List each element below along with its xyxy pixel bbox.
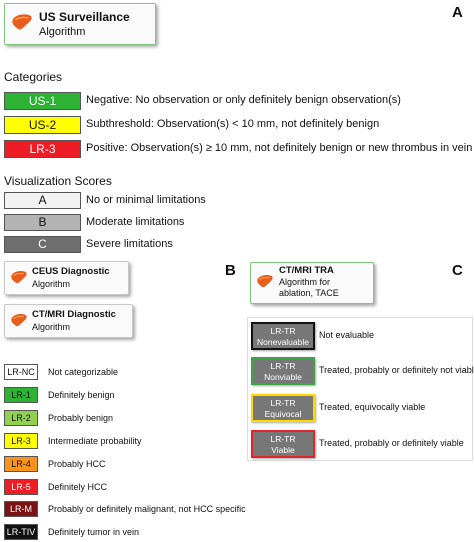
section-letter-b: B: [225, 262, 236, 279]
liver-icon: [11, 271, 27, 284]
lr-tr-sublabel: Nonevaluable: [257, 337, 309, 347]
lirads-swatch: LR-4: [4, 455, 38, 472]
tra-card-title: CT/MRI TRA: [279, 265, 334, 276]
lr-tr-description: Not evaluable: [319, 330, 375, 340]
lr-tr-box: LR-TR Viable: [251, 430, 315, 458]
us-card-title: US Surveillance: [39, 10, 130, 24]
visualization-description: Severe limitations: [86, 238, 173, 250]
ctmri-card-title: CT/MRI Diagnostic: [32, 309, 116, 320]
lr-tr-sublabel: Viable: [271, 445, 295, 455]
lr-tr-label: LR-TR: [270, 398, 296, 408]
lirads-description: Not categorizable: [48, 367, 119, 377]
ctmri-diagnostic-card: CT/MRI Diagnostic Algorithm: [4, 304, 133, 338]
lirads-description: Intermediate probability: [48, 435, 142, 446]
section-letter-a: A: [452, 4, 463, 21]
lirads-swatch: LR-3: [4, 432, 38, 449]
lirads-description: Definitely benign: [48, 389, 115, 400]
lirads-swatch: LR-2: [4, 409, 38, 426]
lr-tr-label: LR-TR: [270, 361, 296, 371]
category-swatch: LR-3: [4, 140, 81, 158]
tra-card-line2: Algorithm for: [279, 277, 331, 287]
lirads-swatch: LR-5: [4, 478, 38, 495]
category-swatch: US-1: [4, 92, 81, 110]
ctmri-tra-card: CT/MRI TRA Algorithm for ablation, TACE: [250, 262, 374, 304]
lirads-swatch: LR-1: [4, 386, 38, 403]
lirads-swatch: LR-TIV: [4, 524, 38, 541]
lr-tr-sublabel: Nonviable: [264, 372, 302, 382]
lr-tr-description: Treated, probably or definitely viable: [319, 438, 464, 448]
visualization-swatch: A: [4, 192, 81, 209]
us-card-subtitle: Algorithm: [39, 26, 86, 38]
category-description: Positive: Observation(s) ≥ 10 mm, not de…: [86, 142, 473, 154]
lirads-swatch: LR-M: [4, 501, 38, 518]
category-swatch: US-2: [4, 116, 81, 134]
lr-tr-box: LR-TR Equivocal: [251, 394, 315, 422]
liver-icon: [12, 14, 32, 30]
section-letter-c: C: [452, 262, 463, 279]
visualization-swatch: C: [4, 236, 81, 253]
liver-icon: [257, 275, 273, 288]
lr-tr-panel: [247, 317, 473, 461]
ceus-card-subtitle: Algorithm: [32, 279, 71, 289]
visualization-description: Moderate limitations: [86, 216, 185, 228]
visualization-heading: Visualization Scores: [4, 174, 112, 188]
lr-tr-sublabel: Equivocal: [264, 409, 302, 419]
ceus-card-title: CEUS Diagnostic: [32, 266, 110, 277]
lr-tr-description: Treated, equivocally viable: [319, 402, 426, 412]
lirads-description: Definitely tumor in vein: [48, 527, 140, 538]
visualization-swatch: B: [4, 214, 81, 231]
lirads-description: Probably HCC: [48, 458, 106, 469]
lirads-description: Probably or definitely malignant, not HC…: [48, 504, 246, 515]
lr-tr-box: LR-TR Nonviable: [251, 357, 315, 385]
lr-tr-box: LR-TR Nonevaluable: [251, 322, 315, 350]
lr-tr-description: Treated, probably or definitely not viab…: [319, 365, 474, 375]
category-description: Subthreshold: Observation(s) < 10 mm, no…: [86, 118, 380, 130]
tra-card-line3: ablation, TACE: [279, 288, 339, 298]
ceus-diagnostic-card: CEUS Diagnostic Algorithm: [4, 261, 129, 295]
us-surveillance-card: US Surveillance Algorithm: [4, 3, 156, 45]
lirads-description: Probably benign: [48, 412, 114, 423]
visualization-description: No or minimal limitations: [86, 194, 206, 206]
lirads-swatch: LR-NC: [4, 364, 38, 380]
lr-tr-label: LR-TR: [270, 434, 296, 444]
lirads-description: Definitely HCC: [48, 481, 108, 492]
category-description: Negative: No observation or only definit…: [86, 94, 401, 106]
ctmri-card-subtitle: Algorithm: [32, 322, 71, 332]
categories-heading: Categories: [4, 70, 63, 84]
lr-tr-label: LR-TR: [270, 326, 296, 336]
liver-icon: [11, 314, 27, 327]
